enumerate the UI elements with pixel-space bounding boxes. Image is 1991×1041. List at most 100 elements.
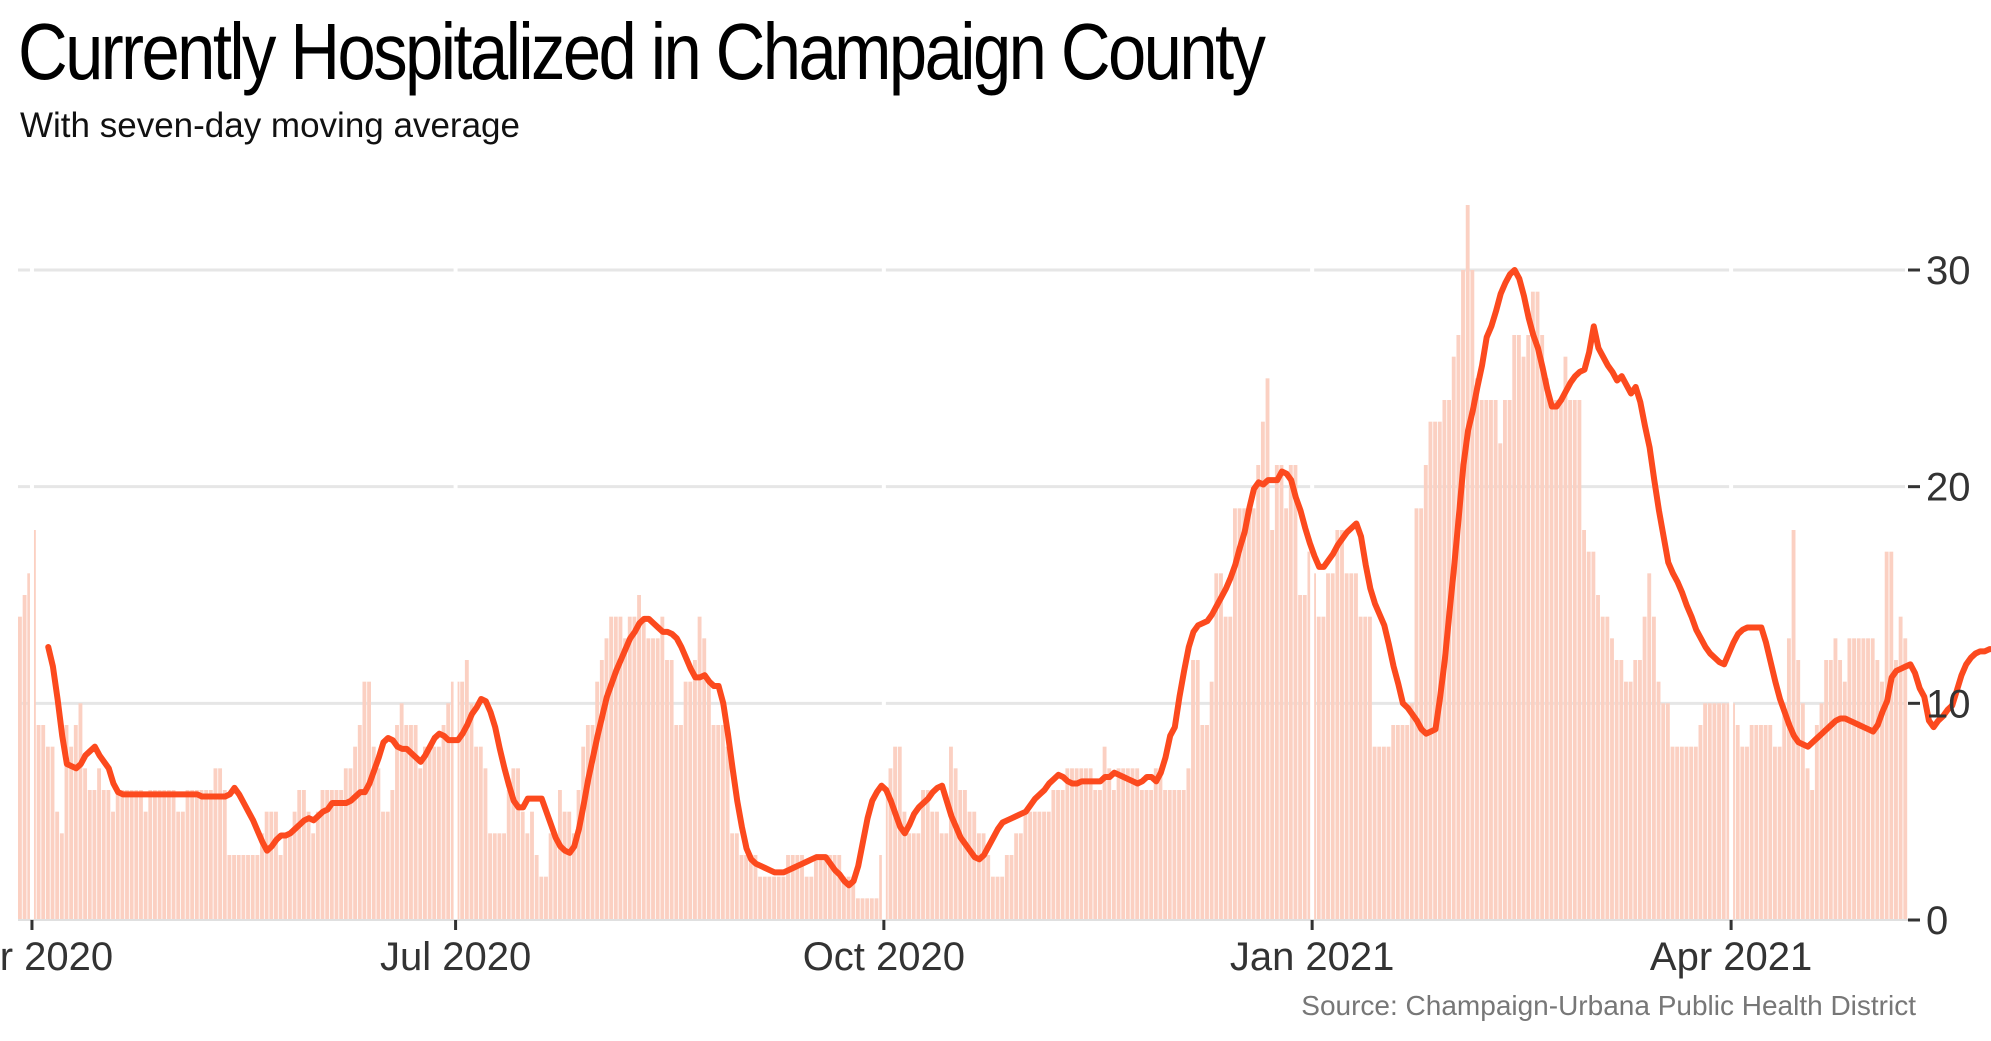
bar [1717, 703, 1721, 920]
bar [730, 833, 735, 920]
bar [758, 876, 763, 920]
bar [1856, 638, 1861, 920]
bar [544, 876, 548, 920]
bar [1246, 508, 1251, 920]
bar [208, 790, 213, 920]
bar [548, 833, 553, 920]
moving-average-line [45, 267, 1991, 889]
bar [660, 616, 665, 920]
bar [436, 746, 441, 920]
bar-series [18, 205, 1908, 921]
bar [1223, 616, 1228, 920]
bar [590, 725, 595, 920]
bar [562, 811, 567, 920]
bar [674, 725, 679, 920]
bar [92, 790, 97, 920]
bar [795, 855, 800, 920]
bar [1889, 551, 1894, 920]
bar [1479, 400, 1484, 920]
bar [1265, 378, 1270, 921]
bar [194, 790, 199, 920]
bar [599, 660, 604, 920]
bar [55, 811, 60, 920]
bar [1619, 660, 1624, 920]
bar [1638, 660, 1642, 920]
bar [1544, 378, 1549, 921]
bar [1428, 421, 1433, 920]
bar [748, 855, 753, 920]
bar [641, 616, 646, 920]
bar [1526, 335, 1531, 920]
bar [632, 616, 637, 920]
bar [1665, 703, 1670, 920]
bar [83, 768, 88, 920]
bar [371, 746, 376, 920]
bar [460, 681, 465, 920]
bar [1009, 855, 1014, 920]
bar [1475, 378, 1479, 921]
bar [1484, 400, 1489, 920]
bar [995, 876, 1000, 920]
bar [474, 746, 479, 920]
bar [115, 790, 120, 920]
bar [1535, 291, 1540, 920]
bar [1582, 530, 1586, 920]
bar [78, 703, 83, 920]
bar [1335, 530, 1340, 920]
bar [222, 790, 227, 920]
bar [916, 833, 921, 920]
y-tick-label: 30 [1926, 249, 1971, 293]
bar [1521, 356, 1526, 920]
bar [232, 855, 236, 920]
bar [1074, 768, 1079, 920]
bar [1875, 660, 1880, 920]
y-tick-label: 0 [1926, 899, 1948, 943]
bar [907, 833, 911, 920]
bar [1116, 768, 1121, 920]
bar [264, 811, 269, 920]
bar [1712, 703, 1717, 920]
bar [1596, 595, 1600, 920]
bar [432, 746, 437, 920]
bar [236, 855, 241, 920]
bar [176, 811, 181, 920]
bar [97, 768, 101, 920]
bar [1656, 681, 1661, 920]
bar [1209, 681, 1214, 920]
bar [1391, 725, 1396, 920]
bar [893, 746, 898, 920]
bar [1754, 725, 1759, 920]
bar [925, 790, 930, 920]
bar [860, 898, 865, 920]
source-note: Source: Champaign-Urbana Public Health D… [1301, 990, 1916, 1021]
bar [1344, 573, 1349, 920]
bar [1740, 746, 1745, 920]
bar [441, 725, 446, 920]
bar [1689, 746, 1694, 920]
bar [888, 768, 893, 920]
bar [637, 595, 641, 920]
bar [851, 876, 856, 920]
bar [1633, 660, 1638, 920]
bar [511, 768, 516, 920]
bar [343, 768, 348, 920]
bar [702, 638, 707, 920]
bar [36, 725, 41, 920]
bar [1377, 746, 1382, 920]
bar [1861, 638, 1866, 920]
bar [1847, 638, 1852, 920]
bar [530, 811, 534, 920]
bar [1777, 746, 1782, 920]
bar [478, 746, 483, 920]
bar [1330, 573, 1335, 920]
bar [218, 768, 223, 920]
bar [902, 811, 907, 920]
bar [1125, 768, 1130, 920]
bar [823, 855, 828, 920]
bar [148, 790, 153, 920]
bar [1628, 681, 1633, 920]
bar [855, 898, 860, 920]
bar [404, 725, 409, 920]
bar [1260, 421, 1265, 920]
